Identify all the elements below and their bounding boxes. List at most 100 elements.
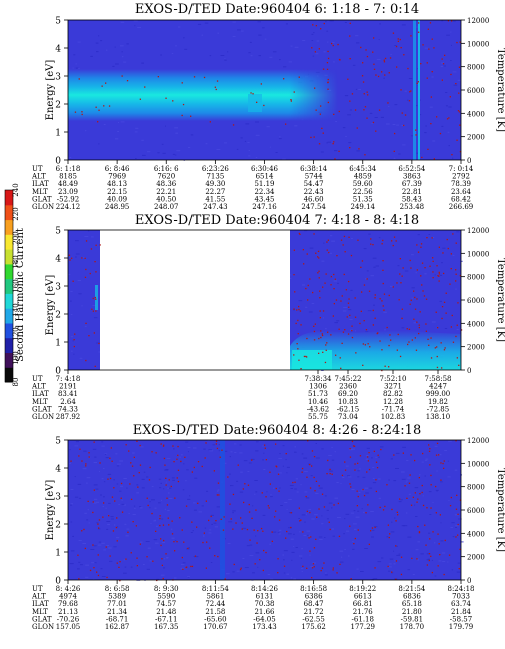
red-dot — [271, 540, 273, 542]
red-dot — [425, 330, 427, 332]
red-dot — [247, 484, 250, 486]
noise-mark — [331, 528, 334, 530]
red-dot — [210, 515, 212, 518]
red-dot — [306, 476, 308, 478]
noise-mark — [93, 462, 97, 463]
noise-mark — [69, 449, 71, 451]
noise-mark — [170, 528, 173, 530]
noise-mark — [412, 574, 415, 575]
red-dot — [165, 553, 167, 555]
noise-mark — [255, 157, 258, 159]
noise-mark — [83, 257, 85, 258]
red-dot — [93, 441, 95, 443]
red-dot — [441, 58, 443, 60]
noise-mark — [246, 545, 250, 547]
noise-mark — [237, 29, 241, 31]
red-dot — [418, 332, 420, 335]
noise-mark — [86, 519, 89, 521]
noise-mark — [395, 545, 398, 547]
noise-mark — [344, 22, 347, 23]
noise-mark — [305, 497, 310, 499]
red-dot — [436, 366, 439, 369]
noise-mark — [104, 453, 108, 455]
red-dot — [373, 450, 375, 452]
noise-mark — [153, 520, 156, 522]
noise-mark — [321, 515, 323, 517]
table-cell: 40.50 — [156, 195, 176, 203]
red-dot — [334, 278, 336, 280]
red-dot — [416, 501, 418, 503]
noise-mark — [345, 465, 349, 467]
red-dot — [87, 500, 89, 502]
noise-mark — [408, 78, 413, 79]
noise-mark — [300, 557, 303, 559]
red-dot — [356, 490, 358, 492]
red-dot — [260, 83, 262, 85]
noise-mark — [311, 40, 314, 41]
noise-mark — [308, 535, 311, 537]
red-dot — [338, 328, 340, 330]
red-dot — [119, 561, 121, 563]
red-dot — [366, 117, 368, 119]
noise-mark — [366, 447, 370, 449]
red-dot — [340, 239, 343, 241]
red-dot — [223, 516, 225, 518]
red-dot — [193, 466, 195, 469]
noise-mark — [355, 516, 360, 518]
noise-mark — [441, 125, 444, 127]
noise-mark — [291, 551, 295, 553]
table-cell: -43.62 — [307, 405, 329, 413]
noise-mark — [115, 453, 118, 455]
red-dot — [457, 523, 459, 526]
table-cell: 21.66 — [254, 608, 275, 616]
red-dot — [416, 244, 418, 246]
panel-3-y2label: Temperature [K] — [495, 468, 505, 552]
noise-mark — [352, 523, 357, 525]
noise-mark — [90, 55, 93, 57]
red-dot — [313, 339, 316, 341]
noise-mark — [440, 481, 443, 483]
noise-mark — [354, 528, 357, 530]
red-dot — [89, 272, 91, 275]
red-dot — [327, 331, 329, 333]
red-dot — [221, 449, 223, 451]
red-dot — [372, 244, 374, 246]
table-cell: 6: 1:18 — [56, 165, 81, 173]
noise-mark — [236, 480, 239, 482]
noise-mark — [289, 274, 292, 276]
red-dot — [313, 566, 315, 568]
noise-mark — [102, 506, 104, 507]
red-dot — [344, 469, 347, 471]
noise-mark — [378, 497, 382, 499]
colorbar-tick-label: 120 — [12, 327, 20, 340]
noise-mark — [282, 158, 286, 160]
noise-mark — [313, 32, 315, 34]
noise-mark — [321, 523, 324, 525]
red-dot — [278, 519, 281, 521]
red-dot — [391, 240, 393, 242]
noise-mark — [363, 248, 367, 250]
noise-mark — [441, 20, 444, 22]
table-cell: 48.13 — [107, 180, 127, 188]
panel-1-title: EXOS-D/TED Date:960404 6: 1:18 - 7: 0:14 — [135, 2, 419, 17]
red-dot — [436, 346, 438, 348]
red-dot — [99, 462, 101, 464]
red-dot — [313, 330, 316, 333]
noise-mark — [356, 42, 360, 44]
red-dot — [416, 298, 418, 300]
noise-mark — [90, 549, 95, 550]
red-dot — [233, 563, 235, 566]
red-dot — [301, 467, 304, 470]
red-dot — [92, 501, 94, 503]
red-dot — [319, 290, 321, 292]
noise-mark — [406, 480, 408, 482]
noise-mark — [78, 561, 81, 563]
noise-mark — [174, 540, 177, 542]
red-dot — [376, 332, 378, 335]
noise-mark — [285, 23, 288, 25]
noise-mark — [324, 572, 327, 574]
table-cell: 8:16:58 — [300, 585, 327, 593]
red-dot — [387, 524, 389, 526]
noise-mark — [113, 479, 115, 481]
noise-mark — [376, 456, 380, 458]
